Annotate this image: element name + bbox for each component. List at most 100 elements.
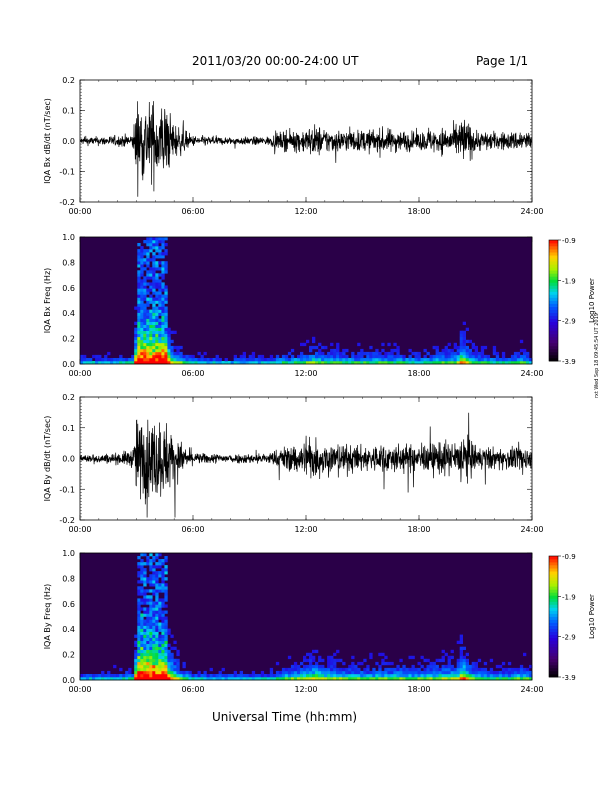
spectrogram-cell bbox=[164, 336, 168, 341]
spectrogram-cell bbox=[459, 655, 463, 660]
spectrogram-cell bbox=[143, 592, 147, 596]
spectrogram-cell bbox=[333, 348, 337, 353]
spectrogram-cell bbox=[140, 358, 144, 362]
spectrogram-cell bbox=[408, 361, 412, 365]
spectrogram-cell bbox=[164, 351, 168, 356]
spectrogram-cell bbox=[495, 664, 500, 669]
spectrogram-cell bbox=[492, 361, 497, 365]
spectrogram-cell bbox=[339, 677, 343, 681]
spectrogram-cell bbox=[381, 677, 385, 681]
spectrogram-cell bbox=[149, 324, 153, 328]
spectrogram-cell bbox=[149, 664, 153, 669]
spectrogram-cell bbox=[152, 610, 156, 614]
spectrogram-cell bbox=[426, 677, 430, 681]
colorbar-segment bbox=[549, 559, 558, 563]
spectrogram-cell bbox=[92, 354, 96, 359]
spectrogram-cell bbox=[152, 264, 156, 268]
spectrogram-cell bbox=[287, 655, 292, 660]
colorbar-segment bbox=[549, 267, 558, 271]
spectrogram-cell bbox=[110, 677, 114, 681]
spectrogram-cell bbox=[300, 670, 304, 675]
spectrogram-cell bbox=[125, 670, 129, 675]
spectrogram-cell bbox=[281, 354, 286, 359]
spectrogram-cell bbox=[318, 667, 322, 672]
colorbar-segment bbox=[549, 351, 558, 356]
spectrogram-cell bbox=[339, 674, 343, 678]
spectrogram-cell bbox=[251, 674, 256, 678]
spectrogram-cell bbox=[360, 674, 364, 678]
spectrogram-cell bbox=[366, 351, 370, 356]
spectrogram-cell bbox=[248, 677, 252, 681]
y-tick-label: 0.8 bbox=[62, 258, 75, 267]
colorbar-segment bbox=[549, 661, 558, 666]
spectrogram-cell bbox=[137, 321, 141, 325]
spectrogram-cell bbox=[447, 658, 451, 663]
colorbar-frame bbox=[548, 555, 559, 678]
spectrogram-cell bbox=[459, 339, 463, 344]
spectrogram-cell bbox=[290, 358, 295, 362]
spectrogram-cell bbox=[143, 351, 147, 356]
spectrogram-cell bbox=[137, 354, 141, 359]
spectrogram-cell bbox=[357, 351, 361, 356]
spectrogram-cell bbox=[260, 674, 265, 678]
spectrogram-cell bbox=[510, 361, 515, 365]
spectrogram-cell bbox=[519, 361, 524, 365]
spectrogram-cell bbox=[149, 583, 153, 587]
spectrogram-cell bbox=[134, 667, 138, 672]
spectrogram-cell bbox=[161, 652, 165, 657]
spectrogram-cell bbox=[519, 674, 524, 678]
spectrogram-cell bbox=[173, 361, 177, 365]
colorbar-segment bbox=[549, 324, 558, 329]
spectrogram-cell bbox=[366, 677, 370, 681]
spectrogram-cell bbox=[173, 351, 177, 356]
spectrogram-cell bbox=[158, 333, 162, 338]
spectrogram-cell bbox=[495, 674, 500, 678]
spectrogram-cell bbox=[137, 574, 141, 578]
spectrogram-cell bbox=[293, 674, 298, 678]
spectrogram-cell bbox=[161, 339, 165, 344]
spectrogram-cell bbox=[137, 252, 141, 256]
spectrogram-cell bbox=[149, 655, 153, 660]
spectrogram-cell bbox=[300, 677, 304, 681]
spectrogram-cell bbox=[441, 649, 445, 654]
spectrogram-cell bbox=[450, 664, 454, 669]
colorbar-segment bbox=[549, 613, 558, 617]
spectrogram-cell bbox=[134, 661, 138, 666]
spectrogram-cell bbox=[167, 677, 171, 681]
spectrogram-cell bbox=[417, 667, 421, 672]
spectrogram-cell bbox=[471, 351, 475, 356]
spectrogram-cell bbox=[384, 674, 388, 678]
spectrogram-cell bbox=[351, 655, 355, 660]
spectrogram-cell bbox=[429, 358, 433, 362]
spectrogram-cell bbox=[140, 297, 144, 301]
spectrogram-cell bbox=[155, 306, 159, 310]
spectrogram-cell bbox=[137, 261, 141, 265]
spectrogram-cell bbox=[119, 354, 123, 359]
spectrogram-cell bbox=[453, 361, 457, 365]
spectrogram-cell bbox=[221, 674, 225, 678]
spectrogram-cell bbox=[167, 354, 171, 359]
spectrogram-cell bbox=[158, 309, 162, 313]
spectrogram-cell bbox=[212, 361, 216, 365]
spectrogram-cell bbox=[417, 358, 421, 362]
spectrogram-cell bbox=[200, 361, 204, 365]
spectrogram-cell bbox=[83, 361, 87, 365]
spectrogram-cell bbox=[251, 670, 256, 675]
spectrogram-cell bbox=[318, 342, 322, 347]
spectrogram-cell bbox=[176, 677, 180, 681]
spectrogram-cell bbox=[134, 358, 138, 362]
spectrogram-cell bbox=[526, 674, 530, 678]
x-tick-label: 00:00 bbox=[68, 207, 91, 216]
spectrogram-cell bbox=[179, 677, 183, 681]
spectrogram-cell bbox=[161, 601, 165, 605]
spectrogram-cell bbox=[155, 240, 159, 244]
colorbar-tick-label: -3.9 bbox=[562, 674, 576, 682]
spectrogram-cell bbox=[134, 649, 138, 654]
spectrogram-cell bbox=[369, 670, 373, 675]
spectrogram-cell bbox=[414, 358, 418, 362]
spectrogram-cell bbox=[462, 674, 466, 678]
spectrogram-cell bbox=[140, 300, 144, 304]
spectrogram-cell bbox=[167, 652, 171, 657]
spectrogram-cell bbox=[149, 625, 153, 629]
spectrogram-cell bbox=[309, 354, 313, 359]
